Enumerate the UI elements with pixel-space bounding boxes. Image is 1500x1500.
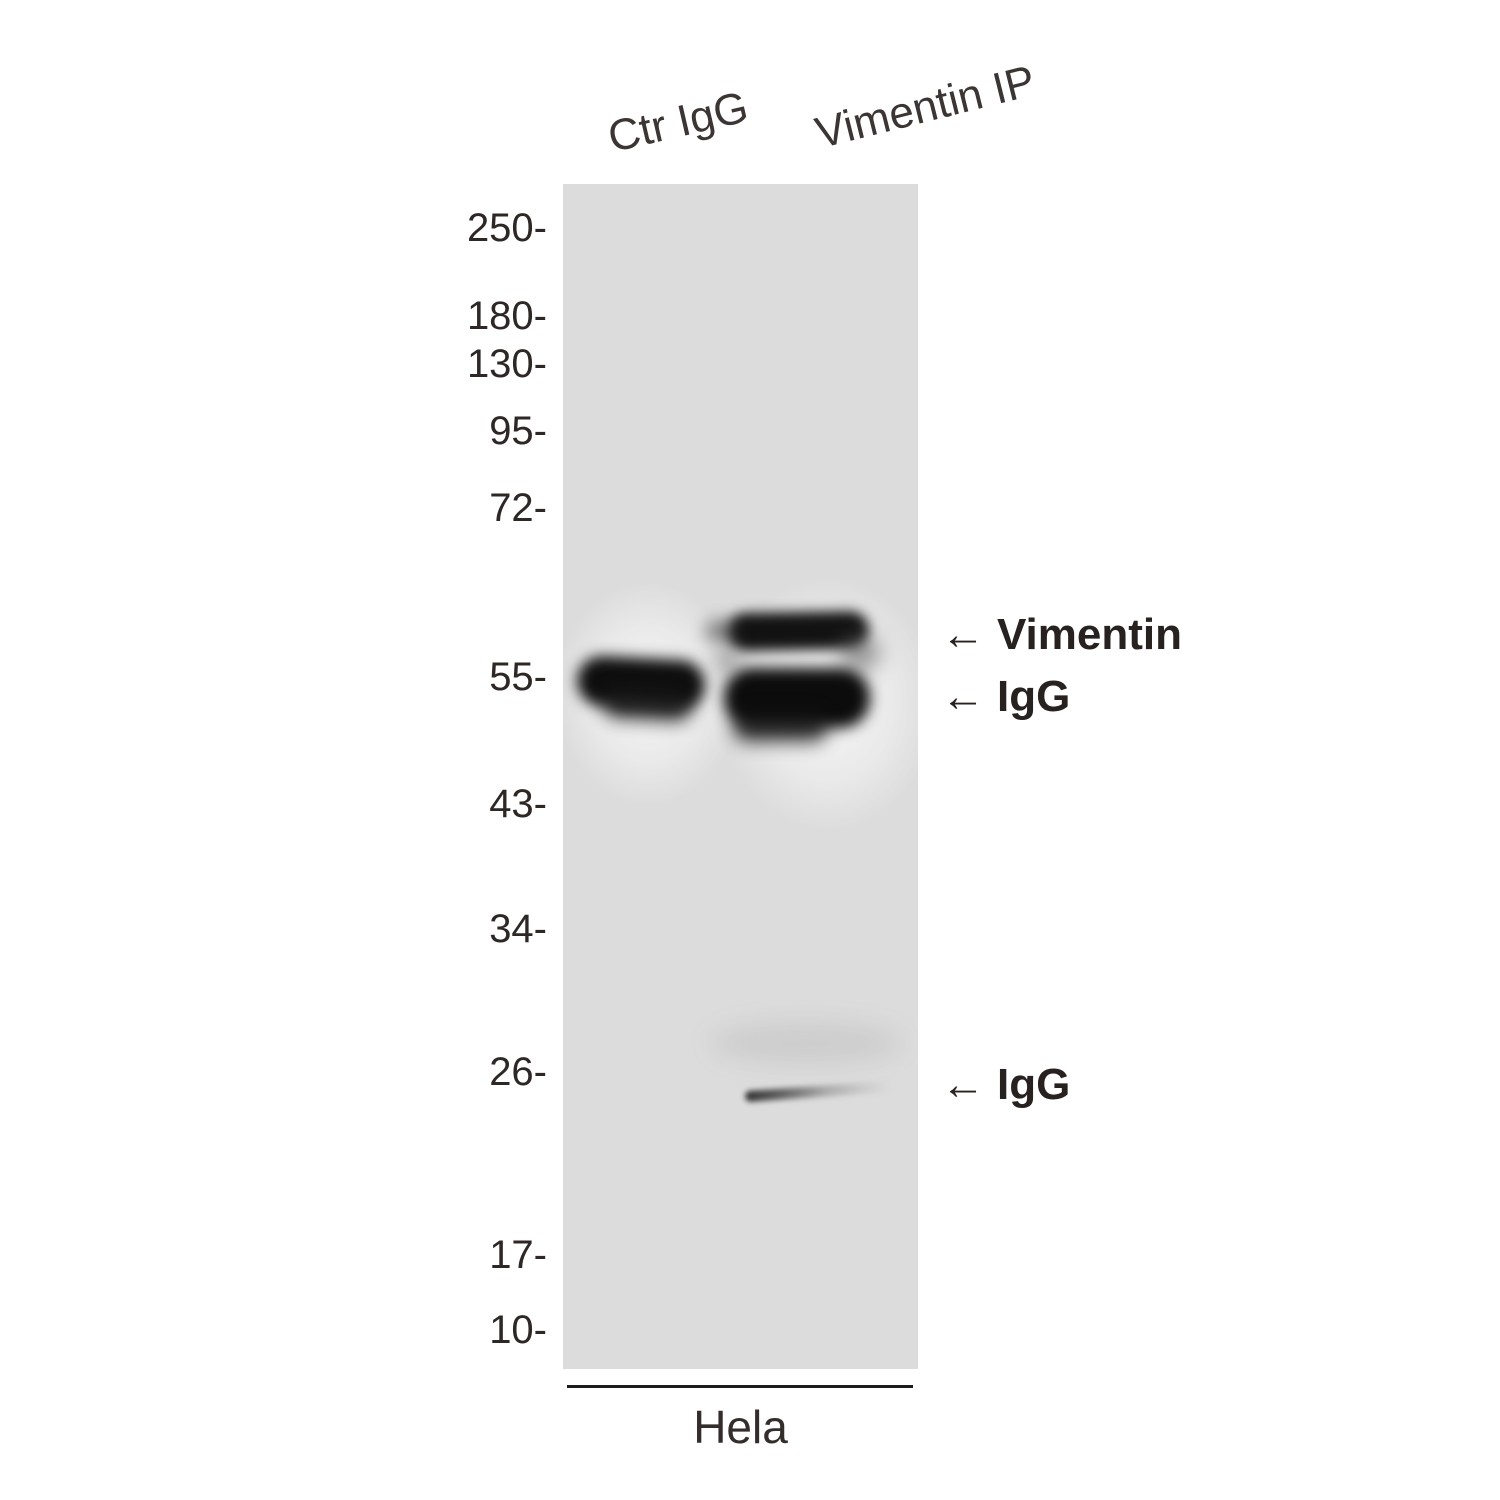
band-lane2-igg-light bbox=[744, 1080, 892, 1103]
band-merge-smudge-left bbox=[715, 646, 741, 674]
left-arrow-icon: ← bbox=[941, 610, 985, 659]
mw-marker-130: 130- bbox=[466, 342, 547, 386]
left-arrow-icon: ← bbox=[941, 672, 985, 721]
mw-marker-17: 17- bbox=[489, 1233, 547, 1277]
annotation-vimentin: ← Vimentin bbox=[941, 611, 1182, 659]
lane-label-vimentin-ip: Vimentin IP bbox=[810, 56, 1041, 159]
faint-smudge-lane2 bbox=[711, 1022, 901, 1064]
mw-marker-55: 55- bbox=[489, 655, 547, 699]
mw-marker-34: 34- bbox=[489, 907, 547, 951]
annotation-igg-light: ← IgG bbox=[941, 1061, 1070, 1109]
sample-group-underline bbox=[567, 1385, 913, 1388]
annotation-igg-heavy: ← IgG bbox=[941, 673, 1070, 721]
band-lane2-vimentin-left-tail bbox=[705, 620, 739, 642]
band-lane1-igg-heavy-bulge bbox=[602, 687, 692, 723]
annotation-label-vimentin: Vimentin bbox=[997, 610, 1183, 659]
mw-marker-43: 43- bbox=[489, 782, 547, 826]
mw-marker-72: 72- bbox=[489, 486, 547, 530]
sample-label-hela: Hela bbox=[693, 1401, 788, 1453]
band-merge-smudge-right bbox=[840, 636, 880, 670]
mw-marker-10: 10- bbox=[489, 1308, 547, 1352]
annotation-label-igg-light: IgG bbox=[997, 1060, 1071, 1109]
mw-marker-26: 26- bbox=[489, 1050, 547, 1094]
mw-marker-180: 180- bbox=[466, 294, 547, 338]
blot-membrane bbox=[563, 184, 918, 1369]
mw-marker-250: 250- bbox=[466, 206, 547, 250]
band-lane2-igg-heavy-bulge bbox=[733, 712, 828, 742]
left-arrow-icon: ← bbox=[941, 1060, 985, 1109]
annotation-label-igg-heavy: IgG bbox=[997, 672, 1071, 721]
mw-marker-95: 95- bbox=[489, 409, 547, 453]
lane-label-ctr-igg: Ctr IgG bbox=[603, 82, 753, 163]
